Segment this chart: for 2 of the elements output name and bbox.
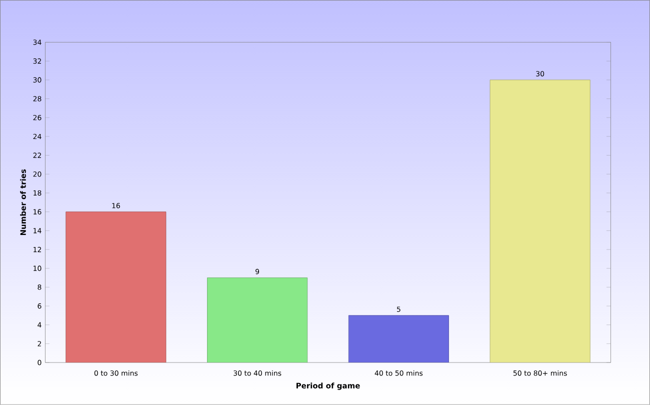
bar <box>490 80 590 363</box>
bar <box>66 212 166 363</box>
